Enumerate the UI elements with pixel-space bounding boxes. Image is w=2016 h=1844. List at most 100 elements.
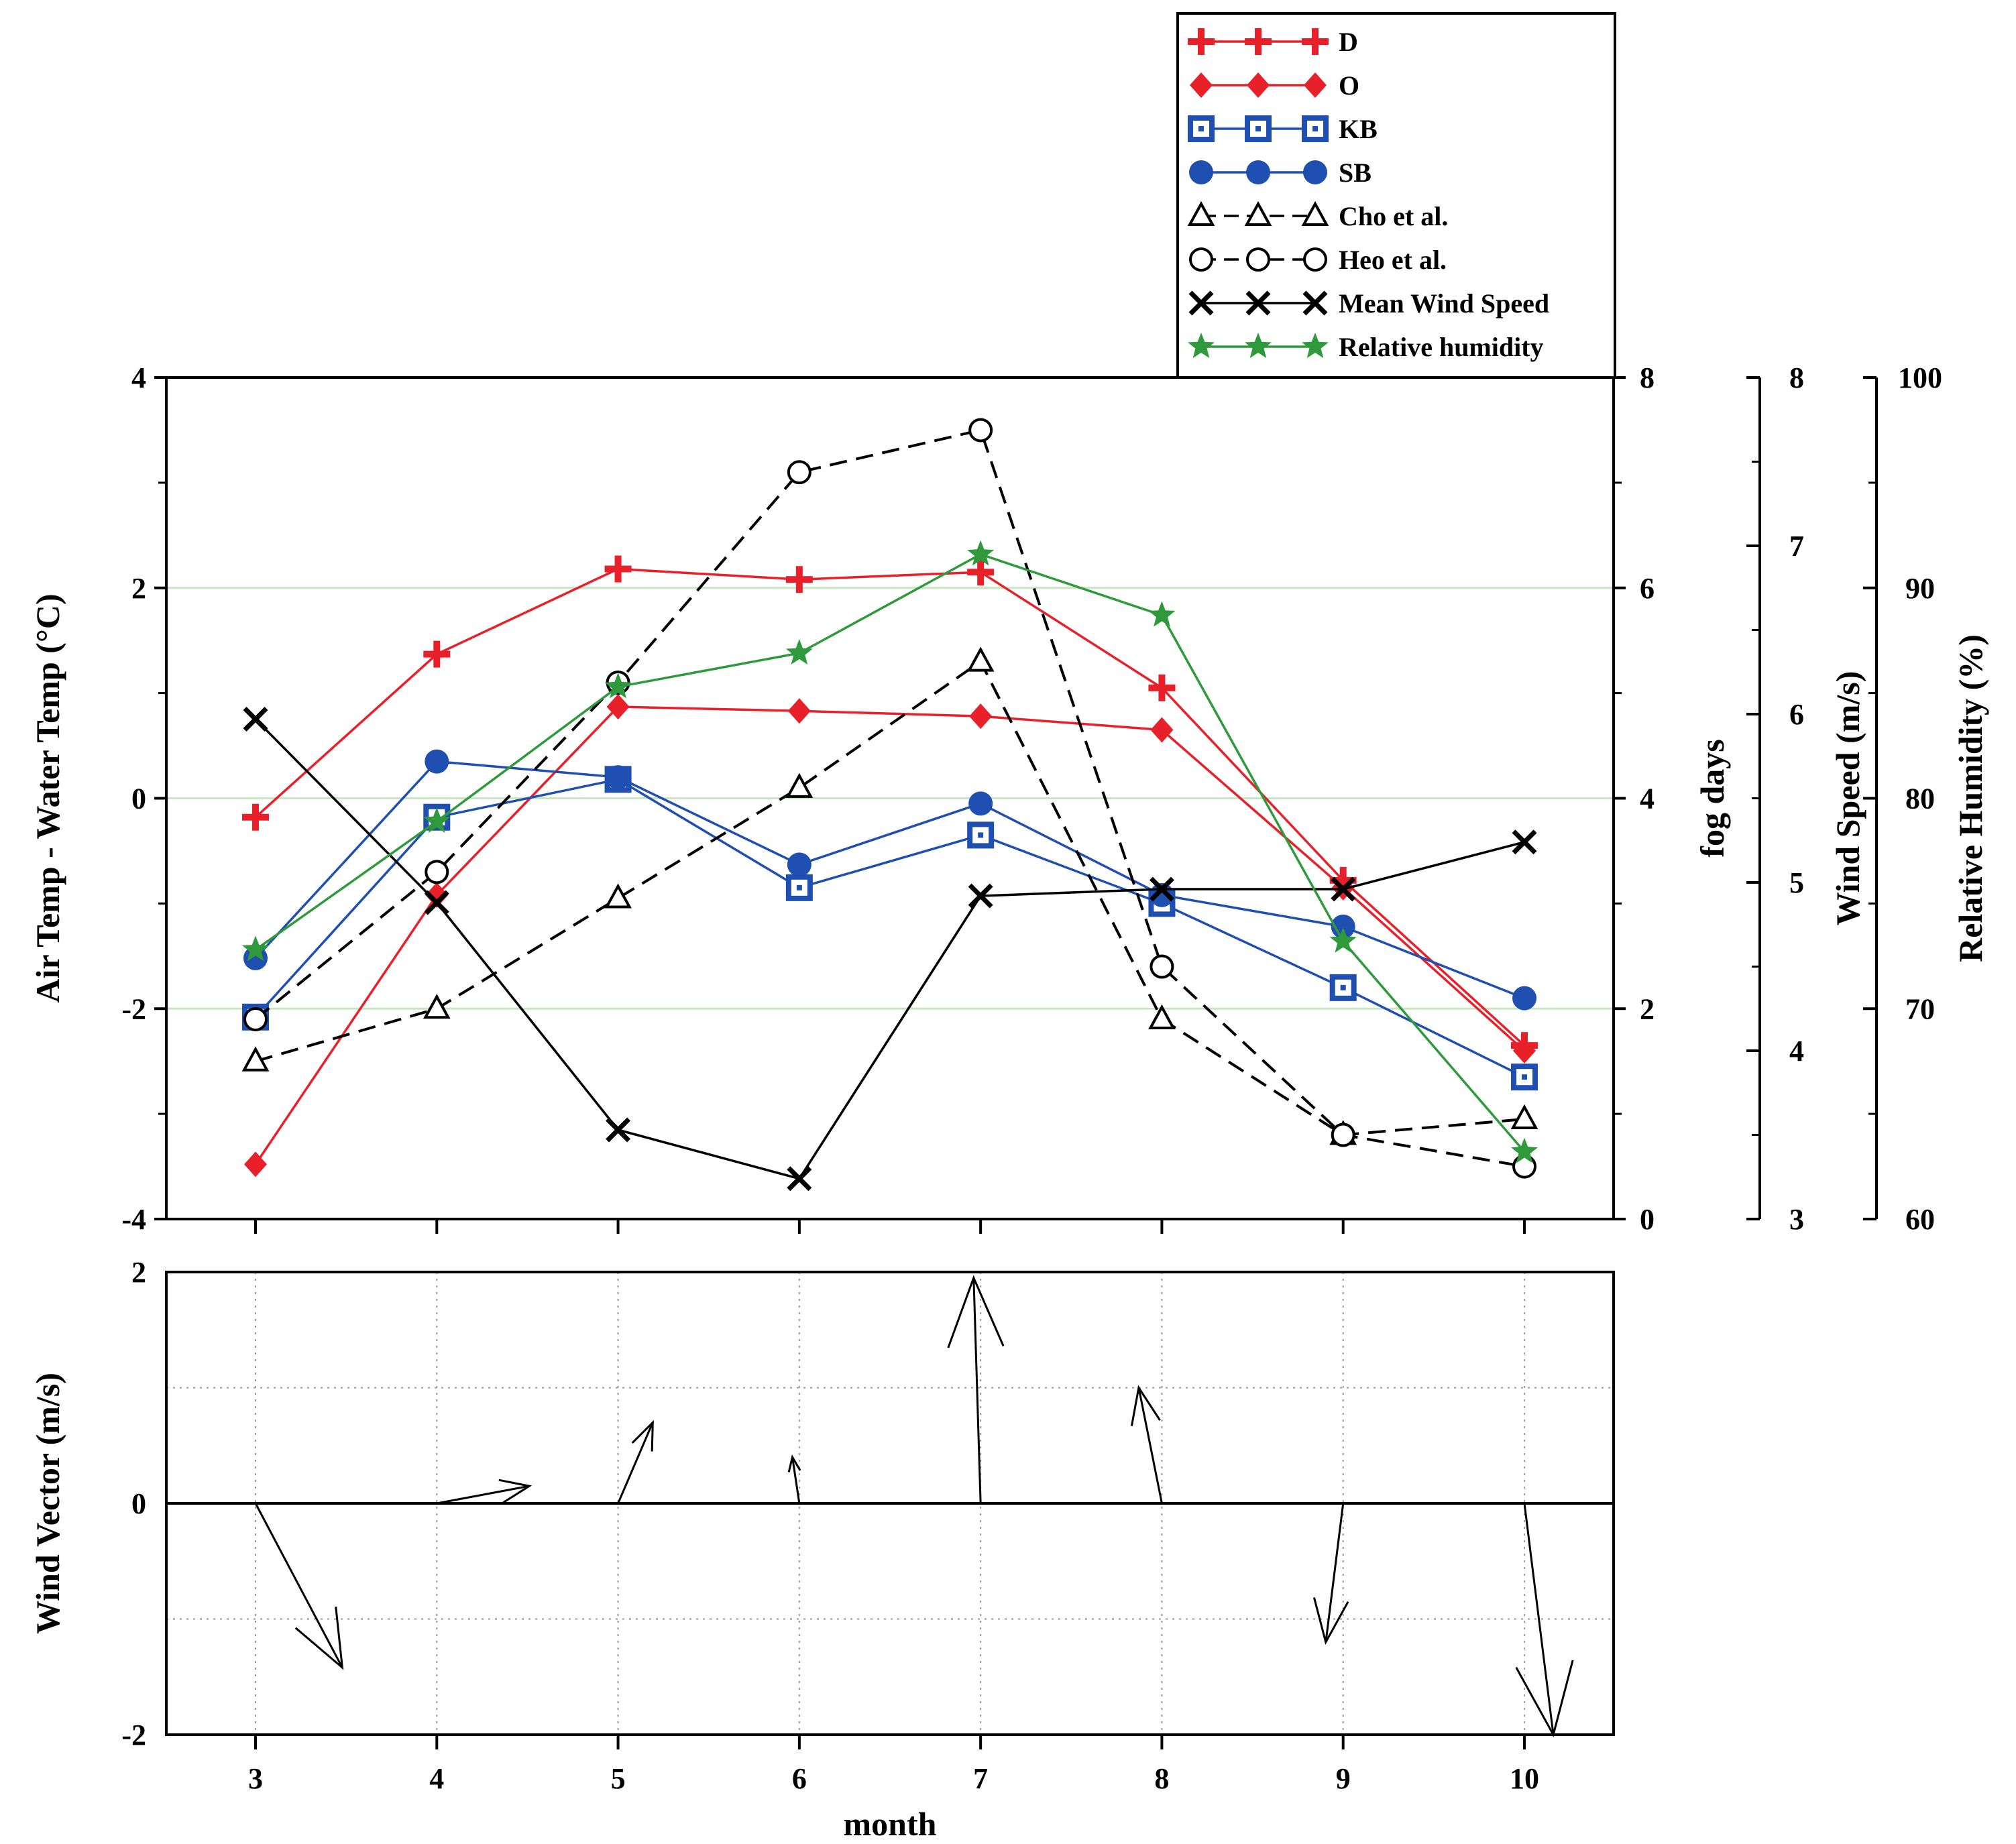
legend-entry-heo-et-al: Heo et al. [1189,245,1447,275]
point-sb-10 [1512,986,1536,1011]
point-sb-3 [243,945,268,970]
wind-vector-month-6 [787,1454,801,1504]
point-o-8 [1150,717,1174,743]
point-heo-et-al-10 [1512,1154,1536,1179]
wind-vector-month-4 [437,1479,533,1505]
temp-tick-label-2: 0 [131,783,146,815]
legend-marker-cho-et-al-2 [1301,200,1329,226]
month-tick-label-1: 4 [429,1762,444,1795]
month-tick-label-2: 5 [611,1762,626,1795]
point-d-3 [242,803,269,831]
legend-marker-heo-et-al-1 [1246,247,1270,272]
humidity-axis-title: Relative Humidity (%) [1952,634,1989,962]
legend-label-mean-wind-speed: Mean Wind Speed [1339,288,1549,319]
rh-tick-label-1: 70 [1905,992,1935,1025]
month-tick-label-6: 9 [1336,1762,1351,1795]
vector-tick-label-2: 2 [131,1256,146,1289]
temp-axis-title: Air Temp - Water Temp (°C) [29,593,66,1002]
series-line-cho-et-al [255,660,1525,1137]
rh-tick-label-0: 60 [1905,1203,1935,1236]
point-o-6 [787,698,811,724]
point-kb-7 [967,821,995,849]
series-mean-wind-speed [243,707,1537,1192]
point-cho-et-al-7 [966,646,995,672]
wind-tick-label-0: 3 [1789,1203,1804,1236]
point-d-6 [785,566,813,593]
legend-box [1176,12,1616,379]
point-d-4 [423,640,451,668]
temp-tick-label-4: 4 [131,361,146,394]
legend-entry-d: D [1188,27,1358,57]
point-o-5 [606,694,630,720]
series-line-kb [254,778,1525,1078]
point-mean-wind-speed-3 [243,707,268,732]
legend-marker-relative-humidity-0 [1188,333,1215,358]
legend-marker-sb-1 [1246,160,1270,184]
wind-speed-axis-title: Wind Speed (m/s) [1829,671,1866,926]
series-cho-et-al [241,646,1538,1145]
legend-marker-d-1 [1245,28,1272,55]
point-relative-humidity-4 [423,807,451,833]
point-o-3 [244,1151,267,1177]
x-axis-title: month [844,1805,937,1843]
point-kb-10 [1511,1063,1538,1091]
point-relative-humidity-6 [785,639,813,665]
point-heo-et-al-4 [425,860,449,884]
series-line-d [254,567,1526,1047]
month-tick-label-4: 7 [973,1762,988,1795]
series-sb [243,749,1536,1011]
legend-marker-heo-et-al-0 [1189,247,1213,272]
wind-tick-label-1: 4 [1789,1035,1804,1068]
fog-axis-title: fog days [1693,739,1731,857]
legend-marker-o-2 [1304,72,1327,98]
point-heo-et-al-7 [968,418,993,443]
point-cho-et-al-6 [785,772,814,798]
wind-tick-label-5: 8 [1789,361,1804,394]
series-line-sb [254,760,1525,1000]
legend-label-o: O [1339,70,1359,101]
series-line-relative-humidity [254,553,1526,1153]
point-relative-humidity-7 [967,540,995,566]
legend-marker-kb-1 [1245,115,1272,142]
legend-marker-mean-wind-speed-1 [1245,290,1271,316]
point-mean-wind-speed-8 [1149,876,1174,902]
wind-tick-label-3: 6 [1789,698,1804,731]
legend-marker-d-0 [1188,28,1215,55]
point-o-4 [425,882,449,908]
month-tick-label-5: 8 [1154,1762,1169,1795]
legend-marker-o-1 [1247,72,1270,98]
point-cho-et-al-10 [1510,1104,1538,1129]
wind-vector-month-3 [254,1503,344,1670]
temp-tick-label-0: -4 [121,1203,146,1236]
point-heo-et-al-3 [243,1006,268,1031]
rh-tick-label-4: 100 [1898,361,1942,394]
point-sb-5 [606,765,630,790]
point-cho-et-al-8 [1148,1004,1176,1029]
point-cho-et-al-4 [423,994,451,1019]
series-relative-humidity [242,540,1538,1163]
point-o-7 [969,703,993,730]
legend-marker-kb-2 [1302,115,1329,142]
point-d-7 [967,559,995,586]
fog-tick-label-3: 6 [1640,572,1655,605]
axes-layer: -4 -2 0 2 4 0 2 4 6 8 3 4 5 6 7 8 60 70 80 90 100 3 4 5 6 7 8 9 10 -2… [29,361,1989,1843]
legend-marker-d-2 [1302,28,1329,55]
wind-vector-month-8 [1130,1385,1163,1504]
point-kb-6 [785,874,813,901]
point-sb-4 [425,749,449,774]
legend-marker-relative-humidity-1 [1245,333,1272,358]
legend-marker-sb-0 [1189,160,1213,184]
grid-layer [166,587,1614,1735]
point-relative-humidity-5 [604,673,632,699]
legend-entry-relative-humidity: Relative humidity [1188,332,1544,362]
fog-tick-label-4: 8 [1640,361,1655,394]
wind-vector-month-5 [617,1420,654,1504]
vector-tick-label-0: -2 [121,1719,146,1751]
legend-marker-relative-humidity-2 [1302,333,1329,358]
bottom-plot-frame [165,1271,1615,1736]
month-tick-label-0: 3 [248,1762,263,1795]
point-mean-wind-speed-9 [1331,876,1356,902]
rh-tick-label-2: 80 [1905,783,1935,815]
point-sb-6 [787,852,811,877]
